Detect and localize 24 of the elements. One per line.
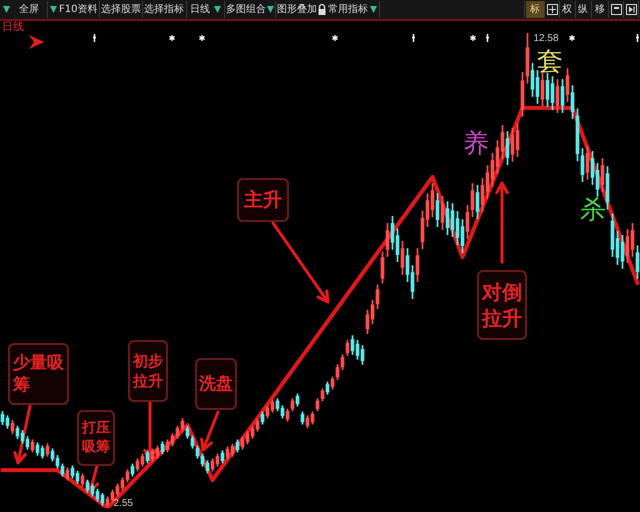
text: 图形叠加: [277, 4, 317, 15]
chart-title: 日线: [2, 20, 24, 33]
text: 纵: [578, 4, 588, 15]
text: 全屏: [19, 4, 39, 15]
annotation: 养: [463, 129, 489, 159]
text: 移: [595, 4, 605, 15]
callout: 初步拉升: [128, 340, 168, 402]
text: 选择股票: [101, 4, 141, 15]
text: 日线: [190, 4, 210, 15]
text: 常用指标: [328, 4, 368, 15]
annotation: 套: [537, 47, 563, 77]
text: F10资料: [59, 4, 98, 15]
annotation: 2.55: [114, 498, 133, 509]
callout: 少量吸筹: [8, 343, 69, 405]
annotation: 杀: [580, 195, 606, 225]
callout: 打压吸筹: [77, 410, 115, 466]
text: 选择指标: [144, 4, 184, 15]
text: 权: [562, 4, 572, 15]
annotation: 12.58: [534, 33, 559, 44]
text: 标: [530, 4, 540, 15]
callout: 对倒拉升: [477, 270, 527, 340]
callout: 主升: [237, 178, 289, 222]
text: 多图组合: [226, 4, 266, 15]
callout: 洗盘: [195, 358, 237, 410]
